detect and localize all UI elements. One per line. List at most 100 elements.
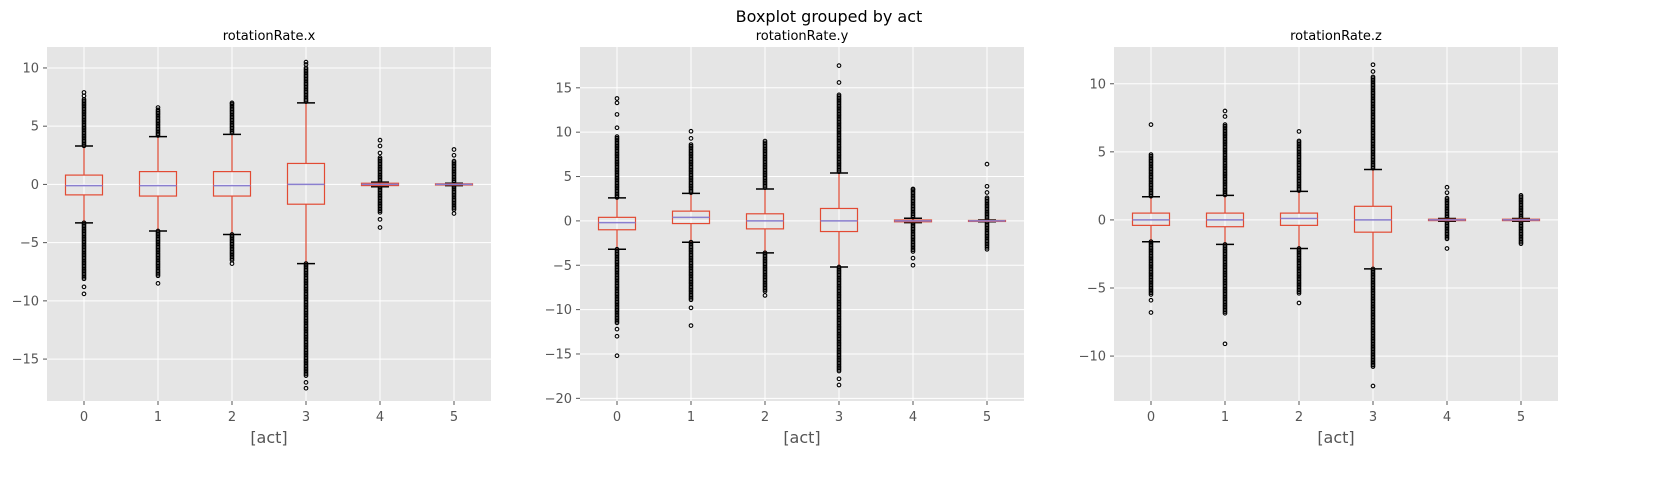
box-group-act-1 (138, 105, 178, 286)
x-tick-label: 2 (1295, 410, 1303, 425)
x-tick-label: 5 (450, 410, 458, 425)
upper-flier (229, 100, 235, 106)
box-group-act-0 (64, 90, 104, 297)
upper-flier (614, 125, 620, 131)
subplot-title: rotationRate.z (1290, 29, 1382, 44)
plot-area (580, 47, 1024, 401)
plot-area (47, 47, 491, 401)
y-tick-label: −5 (20, 236, 39, 251)
lower-flier (762, 288, 768, 294)
upper-flier (1444, 190, 1450, 196)
box-group-act-2 (1279, 129, 1319, 306)
box-group-act-4 (360, 137, 400, 230)
box-group-act-5 (1501, 193, 1541, 247)
iqr-box (138, 170, 178, 197)
y-tick-label: −10 (545, 303, 572, 318)
y-tick-label: −5 (1087, 281, 1106, 296)
lower-flier (155, 273, 161, 279)
lower-flier (1222, 341, 1228, 347)
lower-flier (614, 333, 620, 339)
upper-flier (836, 63, 842, 68)
box-group-act-5 (434, 147, 474, 216)
upper-flier (688, 190, 694, 195)
box-group-act-0 (597, 96, 637, 359)
upper-flier (155, 131, 161, 137)
lower-flier (377, 216, 383, 222)
upper-flier (377, 137, 383, 143)
upper-flier (1222, 108, 1228, 114)
upper-flier (303, 59, 309, 65)
lower-flier (614, 353, 620, 359)
lower-flier (155, 281, 161, 286)
lower-flier (688, 295, 694, 301)
x-axis-label: [act] (250, 428, 287, 447)
x-tick-label: 2 (228, 410, 236, 425)
upper-flier (762, 183, 768, 189)
x-tick-label: 2 (761, 410, 769, 425)
lower-flier (910, 255, 916, 261)
y-tick-label: 0 (564, 214, 572, 229)
plot-area (1114, 47, 1558, 401)
upper-flier (1444, 213, 1450, 219)
upper-flier (1222, 114, 1228, 119)
x-tick-label: 4 (909, 410, 917, 425)
upper-flier (614, 112, 620, 117)
box-group-act-2 (212, 100, 252, 266)
upper-flier (1148, 122, 1154, 127)
x-tick-label: 1 (154, 410, 162, 425)
lower-flier (910, 247, 916, 253)
lower-flier (1518, 239, 1524, 245)
upper-flier (1370, 69, 1376, 74)
box-group-act-4 (1427, 184, 1467, 251)
lower-flier (614, 326, 620, 332)
lower-flier (377, 208, 383, 214)
lower-flier (836, 382, 842, 388)
upper-flier (1370, 62, 1376, 68)
lower-flier (81, 291, 87, 297)
y-tick-label: −15 (12, 353, 39, 368)
upper-flier (614, 96, 620, 101)
upper-flier (451, 147, 457, 152)
upper-flier (303, 97, 309, 103)
lower-flier (303, 380, 309, 385)
upper-flier (377, 143, 383, 149)
box-group-act-2 (745, 138, 785, 298)
y-tick-label: 10 (1089, 77, 1106, 92)
y-tick-label: −10 (1079, 350, 1106, 365)
upper-flier (762, 138, 768, 144)
upper-flier (303, 62, 309, 67)
lower-flier (910, 249, 916, 254)
lower-flier (1222, 310, 1228, 316)
subplot-3: 10 5 0 −5 −10 0 1 2 3 4 5 rotationRate.z [act] (1079, 29, 1558, 447)
figure-title: Boxplot grouped by act (735, 7, 923, 26)
box-group-act-1 (1205, 108, 1245, 347)
y-tick-label: 5 (564, 170, 572, 185)
lower-flier (81, 284, 87, 290)
upper-flier (451, 152, 457, 158)
upper-flier (688, 136, 694, 141)
lower-flier (229, 261, 235, 266)
upper-flier (1296, 129, 1302, 134)
y-tick-label: 10 (555, 126, 572, 141)
x-tick-label: 5 (983, 410, 991, 425)
iqr-box (597, 216, 637, 231)
x-tick-label: 0 (613, 410, 621, 425)
x-tick-label: 0 (80, 410, 88, 425)
lower-flier (377, 209, 383, 215)
box-group-act-5 (967, 161, 1007, 252)
upper-flier (984, 161, 990, 167)
box-group-act-4 (893, 186, 933, 268)
lower-flier (688, 323, 694, 328)
y-tick-label: 15 (555, 81, 572, 96)
lower-flier (1222, 309, 1228, 314)
subplot-2: 15 10 5 0 −5 −10 −15 −20 0 1 2 3 4 5 rotationRate.y [ac… (545, 29, 1024, 447)
upper-flier (984, 183, 990, 189)
lower-flier (762, 287, 768, 292)
lower-flier (229, 256, 235, 261)
box-group-act-3 (819, 63, 859, 388)
upper-flier (910, 213, 916, 218)
upper-flier (910, 186, 916, 192)
iqr-box (212, 170, 252, 197)
y-tick-label: 5 (1098, 145, 1106, 160)
lower-flier (155, 271, 161, 277)
